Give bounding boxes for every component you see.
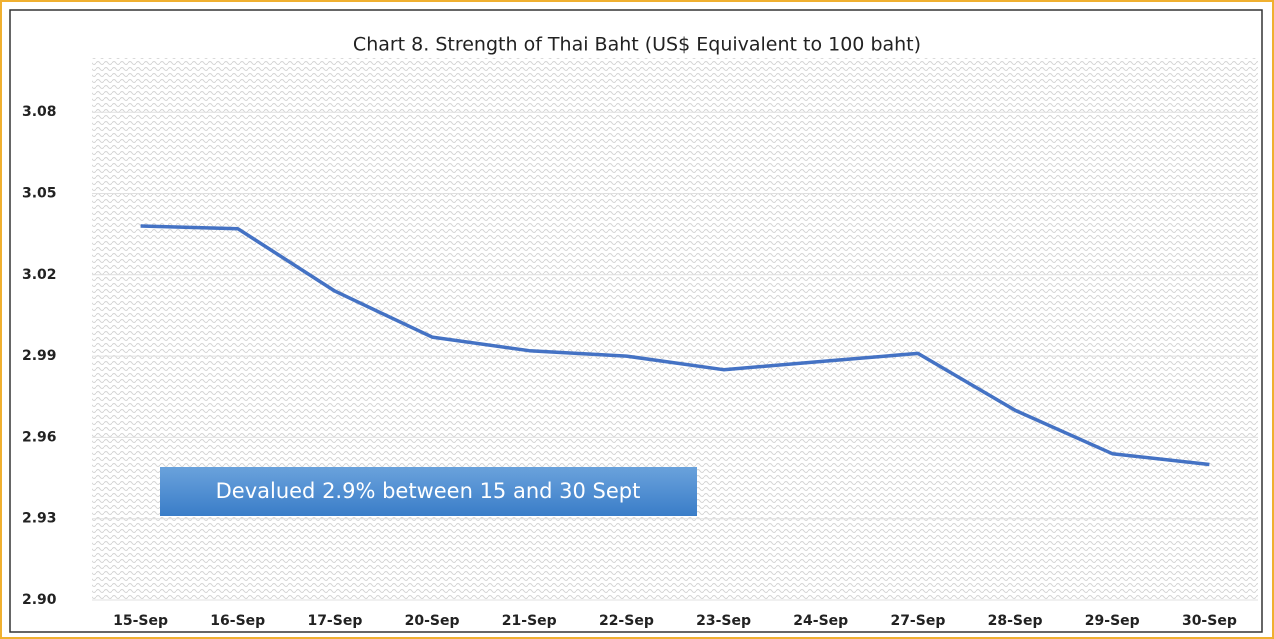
y-tick-label: 3.02	[22, 267, 57, 283]
x-tick-label: 24-Sep	[793, 613, 848, 629]
x-tick-label: 16-Sep	[210, 613, 265, 629]
chart-title: Chart 8. Strength of Thai Baht (US$ Equi…	[353, 34, 921, 56]
x-tick-label: 22-Sep	[599, 613, 654, 629]
y-tick-label: 3.08	[22, 104, 57, 120]
y-tick-label: 2.93	[22, 511, 57, 527]
y-tick-label: 2.90	[22, 592, 57, 608]
x-tick-label: 28-Sep	[988, 613, 1043, 629]
x-tick-label: 27-Sep	[890, 613, 945, 629]
annotation-box	[160, 467, 697, 516]
x-tick-label: 20-Sep	[405, 613, 460, 629]
annotation: Devalued 2.9% between 15 and 30 Sept	[216, 479, 641, 503]
x-tick-label: 23-Sep	[696, 613, 751, 629]
y-tick-label: 2.96	[22, 429, 57, 445]
x-tick-label: 17-Sep	[307, 613, 362, 629]
y-tick-label: 2.99	[22, 348, 57, 364]
x-tick-label: 30-Sep	[1182, 613, 1237, 629]
y-tick-label: 3.05	[22, 186, 57, 202]
x-tick-label: 15-Sep	[113, 613, 168, 629]
data-line	[140, 224, 1210, 467]
x-tick-label: 21-Sep	[502, 613, 557, 629]
x-tick-label: 29-Sep	[1085, 613, 1140, 629]
